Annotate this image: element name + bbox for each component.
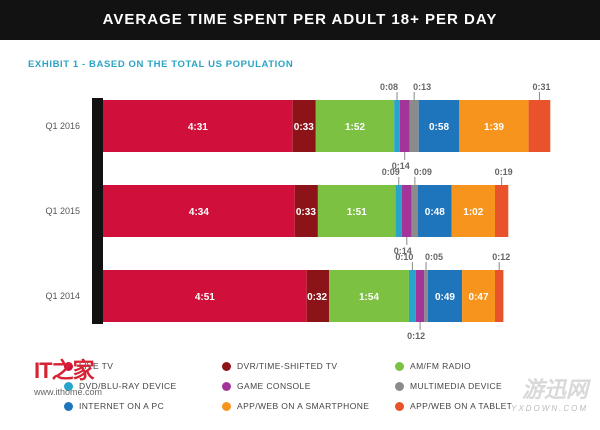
data-label: 0:12	[407, 331, 425, 341]
bar-segment	[317, 185, 396, 237]
category-label: Q1 2016	[45, 121, 80, 131]
ithome-logo: IT之家	[34, 358, 95, 383]
bar-segment	[399, 100, 410, 152]
data-label: 0:32	[307, 292, 327, 303]
bar-segment	[459, 100, 529, 152]
bar-segment	[427, 270, 463, 322]
data-label: 0:48	[425, 207, 445, 218]
yxdown-logo: 游迅网	[521, 377, 588, 402]
bar-segment	[294, 185, 318, 237]
data-label: 0:09	[414, 167, 432, 177]
bar-segment	[103, 270, 307, 322]
data-label: 0:14	[392, 161, 410, 171]
bar-segment	[315, 100, 395, 152]
data-label: 0:09	[382, 167, 400, 177]
bar-segment	[401, 185, 412, 237]
chart-subtitle: EXHIBIT 1 - BASED ON THE TOTAL US POPULA…	[28, 59, 294, 70]
bar-segment	[394, 100, 400, 152]
data-label: 4:31	[188, 122, 208, 133]
data-label: 0:05	[425, 252, 443, 262]
bar-segment	[306, 270, 330, 322]
data-label: 0:12	[492, 252, 510, 262]
data-label: 0:49	[435, 292, 455, 303]
data-label: 0:19	[495, 167, 513, 177]
data-label: 0:31	[532, 82, 550, 92]
ithome-url: www.ithome.com	[34, 387, 103, 397]
bar-segment	[451, 185, 495, 237]
bar-segment	[103, 185, 295, 237]
data-label: 1:52	[345, 122, 365, 133]
data-label: 0:33	[296, 207, 316, 218]
category-label: Q1 2014	[45, 291, 80, 301]
data-label: 0:08	[380, 82, 398, 92]
bar-segment	[495, 270, 504, 322]
bar-segment	[411, 185, 418, 237]
category-label: Q1 2015	[45, 206, 80, 216]
data-label: 4:51	[195, 292, 215, 303]
data-label: 0:10	[395, 252, 413, 262]
bar-segment	[424, 270, 428, 322]
chart-header: AVERAGE TIME SPENT PER ADULT 18+ PER DAY	[0, 0, 600, 40]
bar-segment	[528, 100, 551, 152]
data-label: 1:51	[347, 207, 367, 218]
bar-segment	[329, 270, 409, 322]
data-label: 0:33	[294, 122, 314, 133]
data-label: 1:54	[359, 292, 379, 303]
bar-segment	[418, 185, 452, 237]
data-label: 1:39	[484, 122, 504, 133]
data-label: 0:47	[469, 292, 489, 303]
bar-segment	[292, 100, 316, 152]
data-label: 1:02	[463, 207, 483, 218]
ithome-watermark: IT之家 www.ithome.com	[34, 353, 103, 403]
bar-segment	[103, 100, 293, 152]
bar-segment	[418, 100, 460, 152]
bar-segment	[395, 185, 402, 237]
bar-segment	[495, 185, 509, 237]
bar-segment	[462, 270, 495, 322]
bar-segment	[415, 270, 425, 322]
data-label: 0:13	[413, 82, 431, 92]
data-label: 0:58	[429, 122, 449, 133]
yxdown-url: YXDOWN.COM	[511, 404, 588, 413]
bar-segment	[408, 270, 416, 322]
data-label: 4:34	[189, 207, 209, 218]
data-label: 0:14	[394, 246, 412, 256]
bar-segment	[409, 100, 419, 152]
yxdown-watermark: 游迅网 YXDOWN.COM	[498, 372, 588, 418]
y-axis-baseline	[92, 98, 103, 324]
